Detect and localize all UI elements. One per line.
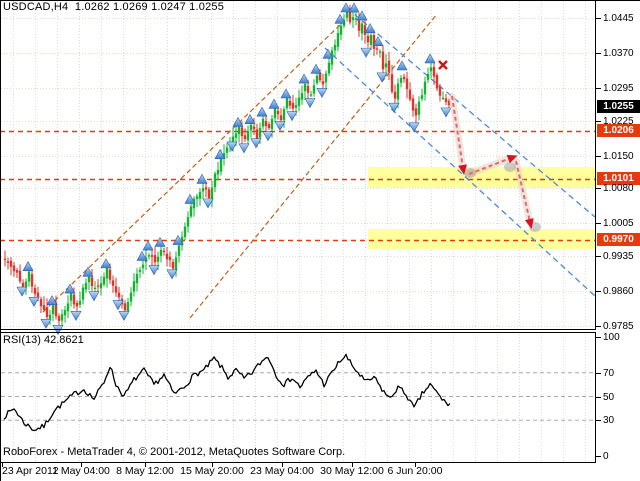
fractal-up-icon xyxy=(100,258,112,269)
fractal-up-icon xyxy=(340,2,352,13)
forecast-arrowhead-icon xyxy=(506,154,518,164)
fractal-down-icon xyxy=(166,269,178,280)
ascending-channel-line[interactable] xyxy=(42,24,341,313)
fractal-up-icon xyxy=(232,116,244,127)
fractal-up-icon xyxy=(82,266,94,277)
date-tick-label: 1 May 04:00 xyxy=(52,465,110,477)
date-tick-label: 23 May 04:00 xyxy=(250,465,314,477)
price-tick-label: 1.0370 xyxy=(603,48,634,59)
fractal-down-icon xyxy=(408,122,420,133)
fractal-down-icon xyxy=(148,265,160,276)
date-tick-label: 8 May 12:00 xyxy=(116,465,174,477)
target-zone xyxy=(368,167,595,188)
rsi-tick-label: 30 xyxy=(603,415,615,426)
fractal-up-icon xyxy=(154,236,166,247)
fractal-down-icon xyxy=(202,198,214,209)
fractal-down-icon xyxy=(238,143,250,154)
fractal-down-icon xyxy=(88,291,100,302)
date-tick-label: 6 Jun 20:00 xyxy=(387,465,443,477)
fractal-up-icon xyxy=(142,240,154,251)
main-chart-area[interactable] xyxy=(1,1,595,328)
ascending-channel-line[interactable] xyxy=(189,13,438,319)
fractal-down-icon xyxy=(440,107,452,118)
fractal-up-icon xyxy=(356,10,368,21)
fractal-down-icon xyxy=(316,87,328,98)
price-tick-label: 1.0005 xyxy=(603,218,634,229)
fractal-down-icon xyxy=(286,111,298,122)
fractal-up-icon xyxy=(372,36,384,47)
rsi-tick-label: 0 xyxy=(603,451,609,462)
fractal-up-icon xyxy=(310,63,322,74)
fractal-up-icon xyxy=(184,193,196,204)
price-tick-label: 0.9860 xyxy=(603,286,634,297)
fractal-up-icon xyxy=(64,283,76,294)
fractal-down-icon xyxy=(274,121,286,132)
price-tick-label: 1.0150 xyxy=(603,151,634,162)
level-badge-1: 1.0206 xyxy=(597,124,640,137)
fractal-up-icon xyxy=(364,23,376,33)
fractal-down-icon xyxy=(262,131,274,142)
fractal-up-icon xyxy=(196,173,208,184)
rsi-tick-label: 50 xyxy=(603,392,615,403)
descending-channel-line[interactable] xyxy=(346,7,596,218)
price-tick-label: 0.9785 xyxy=(603,321,634,332)
fractal-up-icon xyxy=(172,234,184,245)
price-tick-label: 1.0225 xyxy=(603,116,634,127)
x-marker-icon xyxy=(438,60,448,70)
fractal-up-icon xyxy=(334,13,346,24)
chart-title: USDCAD,H4 1.0262 1.0269 1.0247 1.0255 xyxy=(3,1,225,13)
fractal-down-icon xyxy=(70,311,82,321)
price-tick-label: 1.0295 xyxy=(603,83,634,94)
fractal-down-icon xyxy=(226,141,238,152)
fractal-down-icon xyxy=(16,286,28,297)
fractal-down-icon xyxy=(28,297,40,307)
fractal-up-icon xyxy=(22,261,34,271)
fractal-down-icon xyxy=(360,47,372,58)
date-tick-label: 30 May 12:00 xyxy=(320,465,384,477)
current-price-badge: 1.0255 xyxy=(597,100,640,113)
fractal-up-icon xyxy=(136,250,148,261)
descending-channel-line[interactable] xyxy=(324,47,596,297)
rsi-tick-label: 100 xyxy=(603,332,620,343)
price-tick-label: 1.0080 xyxy=(603,183,634,194)
copyright-text: RoboForex - MetaTrader 4, © 2001-2012, M… xyxy=(3,446,346,458)
fractal-down-icon xyxy=(388,102,400,113)
rsi-pane[interactable] xyxy=(1,333,595,462)
forecast-arrowhead-icon xyxy=(458,164,467,175)
fractal-up-icon xyxy=(214,149,226,159)
grid-lines xyxy=(1,1,595,461)
fractal-down-icon xyxy=(112,300,124,311)
rsi-indicator-label: RSI(13) 42.8621 xyxy=(3,334,84,346)
fractal-markers xyxy=(16,2,452,335)
fractal-up-icon xyxy=(244,114,256,124)
price-tick-label: 0.9935 xyxy=(603,251,634,262)
fractal-up-icon xyxy=(322,48,334,59)
level-badge-3: 0.9970 xyxy=(597,233,640,246)
price-tick-label: 1.0445 xyxy=(603,13,634,24)
target-zone xyxy=(368,229,595,249)
fractal-up-icon xyxy=(424,53,436,64)
fractal-down-icon xyxy=(376,72,388,83)
forecast-arrows xyxy=(448,92,541,232)
fractal-up-icon xyxy=(396,60,408,71)
fractal-down-icon xyxy=(304,98,316,109)
date-tick-label: 15 May 20:00 xyxy=(180,465,244,477)
fractal-up-icon xyxy=(268,98,280,109)
forecast-arrowhead-icon xyxy=(524,218,534,229)
date-tick-label: 23 Apr 2012 xyxy=(2,465,59,477)
fractal-up-icon xyxy=(298,73,310,84)
fractal-up-icon xyxy=(46,295,58,306)
fractal-down-icon xyxy=(250,138,262,149)
fractal-up-icon xyxy=(348,2,360,13)
level-badge-2: 1.0101 xyxy=(597,172,640,185)
fractal-down-icon xyxy=(40,318,52,329)
rsi-tick-label: 70 xyxy=(603,368,615,379)
rsi-curve xyxy=(3,353,451,432)
fractal-up-icon xyxy=(280,88,292,99)
fractal-down-icon xyxy=(118,311,130,321)
fractal-up-icon xyxy=(256,106,268,117)
